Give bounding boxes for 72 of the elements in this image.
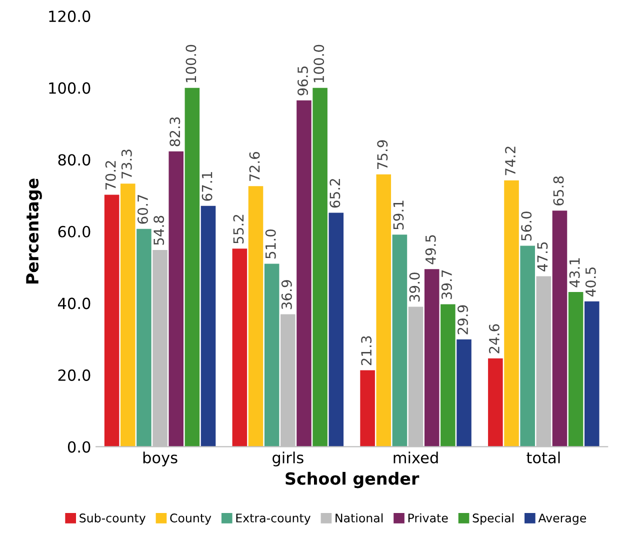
bar — [264, 264, 280, 447]
y-tick-label: 60.0 — [58, 226, 90, 238]
legend-label: Sub-county — [80, 513, 146, 525]
data-label: 40.5 — [585, 267, 596, 297]
bar — [296, 100, 312, 447]
bar — [520, 246, 535, 447]
bar — [248, 186, 264, 447]
x-tick-label: girls — [272, 452, 304, 466]
bar — [424, 269, 440, 447]
legend-label: National — [336, 513, 383, 522]
bar — [552, 210, 568, 447]
data-label: 51.0 — [265, 230, 276, 258]
y-axis-title: Percentage — [26, 178, 42, 284]
data-label: 54.8 — [154, 216, 164, 245]
data-label: 100.0 — [186, 44, 196, 82]
data-label: 55.2 — [233, 214, 244, 244]
bar — [488, 358, 503, 447]
x-tick-label: total — [526, 452, 560, 464]
bar — [120, 184, 136, 447]
legend-label: Private — [408, 513, 448, 522]
data-label: 100.0 — [314, 44, 324, 82]
x-axis-title: School gender — [286, 472, 420, 488]
data-label: 74.2 — [505, 146, 516, 176]
data-label: 47.5 — [537, 242, 548, 272]
bar — [104, 194, 120, 447]
data-label: 29.9 — [458, 305, 468, 334]
data-label: 70.2 — [105, 161, 116, 190]
bar — [584, 301, 600, 447]
bar — [456, 339, 472, 447]
bar — [168, 151, 184, 447]
bar — [568, 292, 584, 447]
bar — [312, 88, 328, 447]
data-label: 82.3 — [170, 117, 180, 146]
data-label: 49.5 — [425, 235, 436, 264]
data-label: 39.7 — [441, 270, 452, 300]
bar — [328, 212, 344, 447]
data-label: 43.1 — [569, 258, 580, 288]
data-label: 65.2 — [330, 179, 340, 208]
y-tick-label: 40.0 — [58, 298, 90, 310]
bar — [184, 88, 200, 447]
data-label: 75.9 — [377, 140, 388, 170]
data-label: 73.3 — [121, 150, 132, 178]
data-label: 36.9 — [281, 280, 292, 310]
data-label: 65.8 — [553, 176, 564, 206]
data-label: 96.5 — [298, 66, 308, 96]
legend-label: Extra-county — [236, 514, 311, 525]
data-label: 24.6 — [488, 324, 500, 354]
bar — [232, 248, 248, 447]
bar — [136, 228, 152, 447]
y-tick-label: 120.0 — [49, 10, 90, 22]
x-tick-label: boys — [143, 452, 178, 466]
data-label: 67.1 — [202, 172, 212, 201]
bar — [360, 370, 375, 447]
y-tick-label: 0.0 — [68, 441, 90, 453]
bar — [376, 174, 392, 447]
bar — [200, 206, 216, 447]
bar — [392, 234, 408, 447]
data-label: 56.0 — [521, 212, 532, 241]
data-label: 21.3 — [361, 336, 372, 366]
legend-label: Average — [538, 514, 586, 525]
y-tick-label: 80.0 — [58, 154, 90, 166]
data-label: 39.0 — [409, 272, 420, 302]
data-label: 60.7 — [137, 194, 148, 224]
data-label: 72.6 — [249, 152, 260, 181]
bar — [504, 180, 519, 447]
bar — [440, 304, 456, 447]
data-label: 59.1 — [393, 200, 404, 230]
legend-label: Special — [472, 513, 514, 525]
y-tick-label: 20.0 — [58, 369, 90, 381]
legend-label: County — [170, 514, 212, 525]
x-tick-label: mixed — [394, 452, 438, 464]
y-tick-label: 100.0 — [49, 82, 90, 94]
